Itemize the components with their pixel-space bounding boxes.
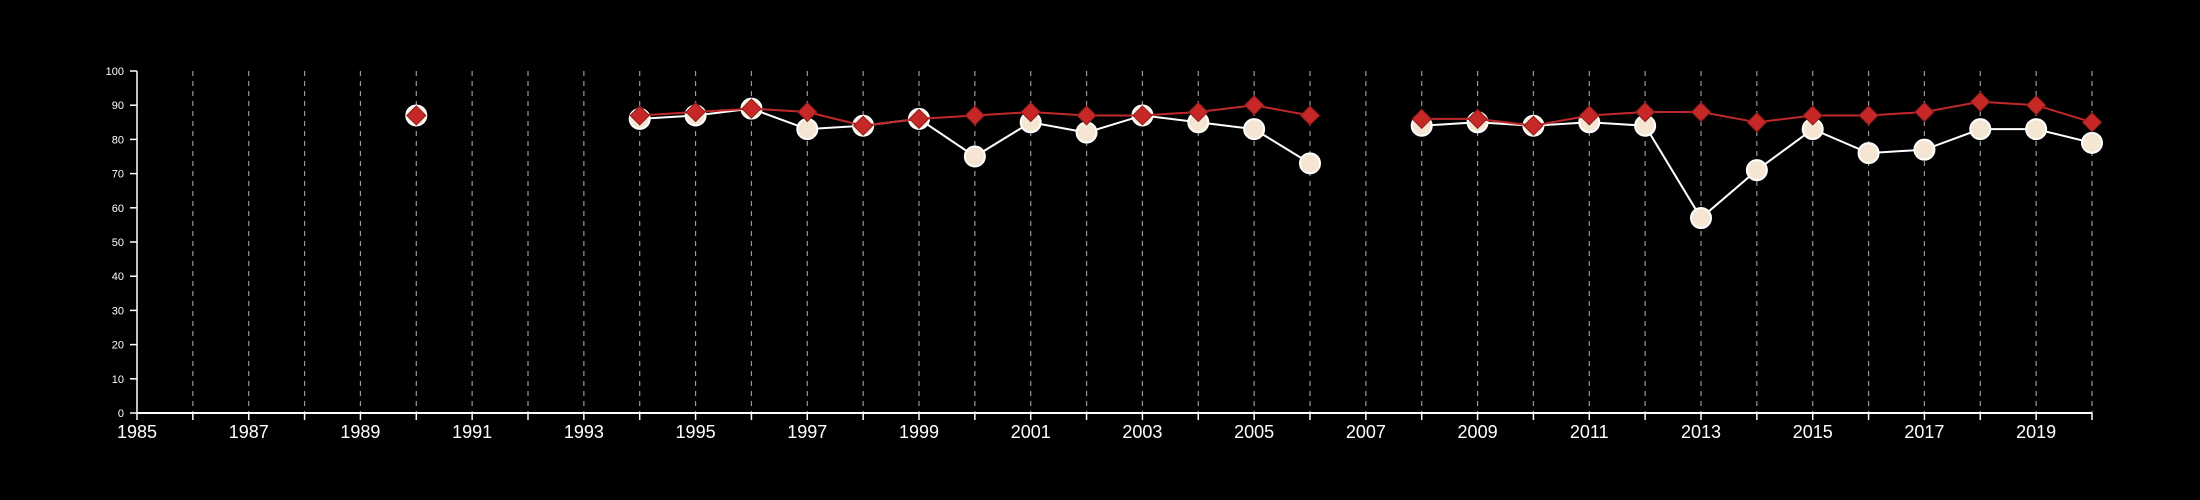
- y-tick-label: 80: [112, 134, 124, 146]
- data-point-diamond: [1411, 108, 1432, 130]
- data-point-circle: [2081, 131, 2103, 154]
- data-point-diamond: [1243, 94, 1265, 116]
- data-point-diamond: [741, 98, 762, 119]
- x-tick-label: 2017: [1904, 422, 1944, 442]
- data-point-diamond: [1188, 101, 1209, 123]
- x-tick-label: 2009: [1458, 422, 1498, 442]
- data-point-diamond: [1802, 105, 1823, 126]
- data-point-diamond: [1579, 105, 1600, 126]
- x-tick-label: 1995: [676, 422, 716, 442]
- data-point-circle: [2025, 118, 2048, 141]
- x-tick-label: 2005: [1234, 422, 1274, 442]
- x-tick-label: 1999: [899, 422, 939, 442]
- data-point-circle: [1969, 118, 1992, 141]
- data-point-circle: [1690, 207, 1712, 230]
- data-point-diamond: [2081, 112, 2103, 133]
- x-tick-label: 2015: [1793, 422, 1833, 442]
- data-point-diamond: [1970, 91, 1991, 112]
- x-tick-label: 1987: [229, 422, 269, 442]
- data-point-circle: [1243, 118, 1266, 141]
- x-tick-label: 2007: [1346, 422, 1386, 442]
- x-tick-label: 1993: [564, 422, 604, 442]
- x-tick-label: 2013: [1681, 422, 1721, 442]
- data-point-diamond: [1523, 115, 1544, 136]
- data-point-diamond: [1746, 112, 1768, 133]
- data-point-diamond: [1132, 105, 1153, 126]
- data-point-diamond: [685, 101, 706, 123]
- gridlines: [192, 71, 2093, 413]
- data-point-circle: [963, 145, 986, 168]
- x-tick-label: 2011: [1570, 422, 1609, 442]
- data-point-diamond: [1914, 101, 1935, 123]
- data-point-diamond: [964, 105, 986, 126]
- axes: 0 10 20 30 40 50 60 70 80 90 100 1985 1987 1989 1991 19…: [106, 66, 2093, 442]
- data-point-diamond: [1690, 101, 1712, 123]
- y-tick-label: 70: [112, 169, 124, 181]
- y-tick-label: 50: [112, 237, 124, 249]
- data-point-diamond: [852, 115, 874, 136]
- y-tick-label: 0: [118, 408, 124, 420]
- series-2: [406, 91, 2103, 136]
- data-point-diamond: [1858, 105, 1879, 126]
- series-layer: [405, 91, 2103, 230]
- data-point-diamond: [1076, 105, 1097, 126]
- y-tick-label: 40: [112, 271, 124, 283]
- x-tick-label: 2019: [2016, 422, 2056, 442]
- data-point-diamond: [2025, 94, 2047, 116]
- data-point-circle: [1299, 152, 1321, 175]
- data-point-circle: [1857, 142, 1880, 165]
- x-tick-label: 1991: [452, 422, 492, 442]
- data-point-circle: [1913, 138, 1936, 161]
- data-point-diamond: [1467, 108, 1488, 130]
- data-point-diamond: [1634, 101, 1656, 123]
- y-tick-label: 20: [112, 340, 124, 352]
- data-point-diamond: [1299, 105, 1321, 126]
- x-tick-label: 1989: [340, 422, 380, 442]
- x-tick-label: 2001: [1011, 422, 1051, 442]
- data-point-diamond: [908, 108, 930, 130]
- data-point-diamond: [797, 101, 818, 123]
- x-tick-label: 1985: [117, 422, 157, 442]
- y-tick-label: 30: [112, 305, 124, 317]
- y-tick-label: 10: [112, 374, 124, 386]
- data-point-diamond: [1020, 101, 1041, 123]
- x-tick-label: 1997: [787, 422, 827, 442]
- data-point-diamond: [629, 105, 650, 126]
- data-point-circle: [1745, 159, 1768, 182]
- y-tick-label: 90: [112, 100, 124, 112]
- y-tick-label: 60: [112, 203, 124, 215]
- data-point-diamond: [406, 105, 427, 126]
- x-tick-label: 2003: [1122, 422, 1162, 442]
- y-tick-label: 100: [106, 66, 124, 78]
